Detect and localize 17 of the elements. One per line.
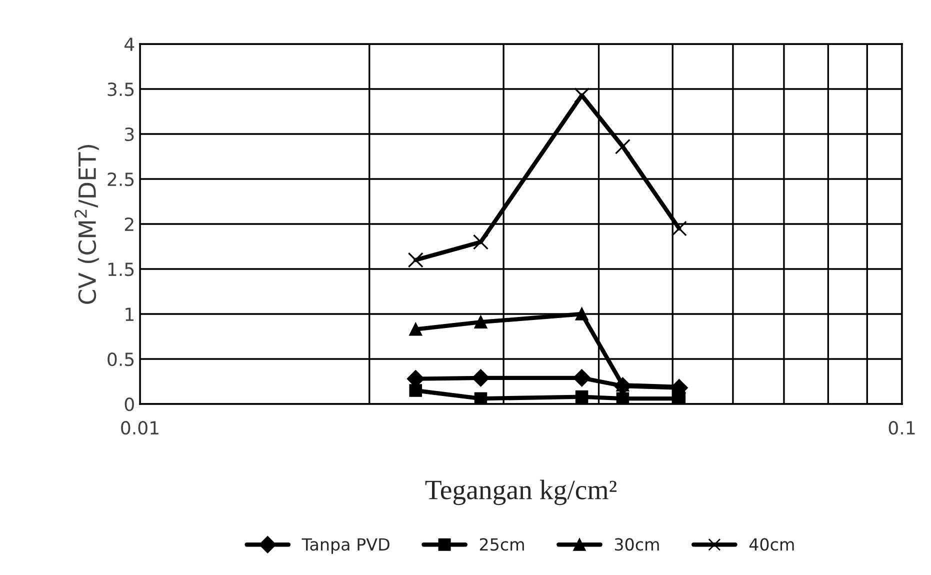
x-tick-label: 0.01 xyxy=(121,420,158,435)
x-tick-label: 0.1 xyxy=(888,420,915,435)
y-tick-label: 1 xyxy=(126,308,134,321)
x-axis-title: Tegangan kg/cm² xyxy=(425,480,616,506)
y-tick-label: 3 xyxy=(125,127,134,142)
y-tick-label: 4 xyxy=(124,38,134,51)
y-tick-label: 1.5 xyxy=(108,262,134,276)
y-tick-label: 2.5 xyxy=(108,172,134,186)
y-tick-label: 2 xyxy=(124,217,134,231)
y-axis-title: CV (CM$^{2}$/DET) xyxy=(74,144,99,304)
legend-label: 40cm xyxy=(749,538,794,551)
y-tick-label: 0 xyxy=(124,397,134,412)
y-tick-label: 3.5 xyxy=(108,82,134,96)
legend-label: 30cm xyxy=(614,538,659,551)
legend-label: Tanpa PVD xyxy=(302,538,390,554)
y-tick-label: 0.5 xyxy=(108,352,134,366)
legend-label: 25cm xyxy=(480,538,524,551)
